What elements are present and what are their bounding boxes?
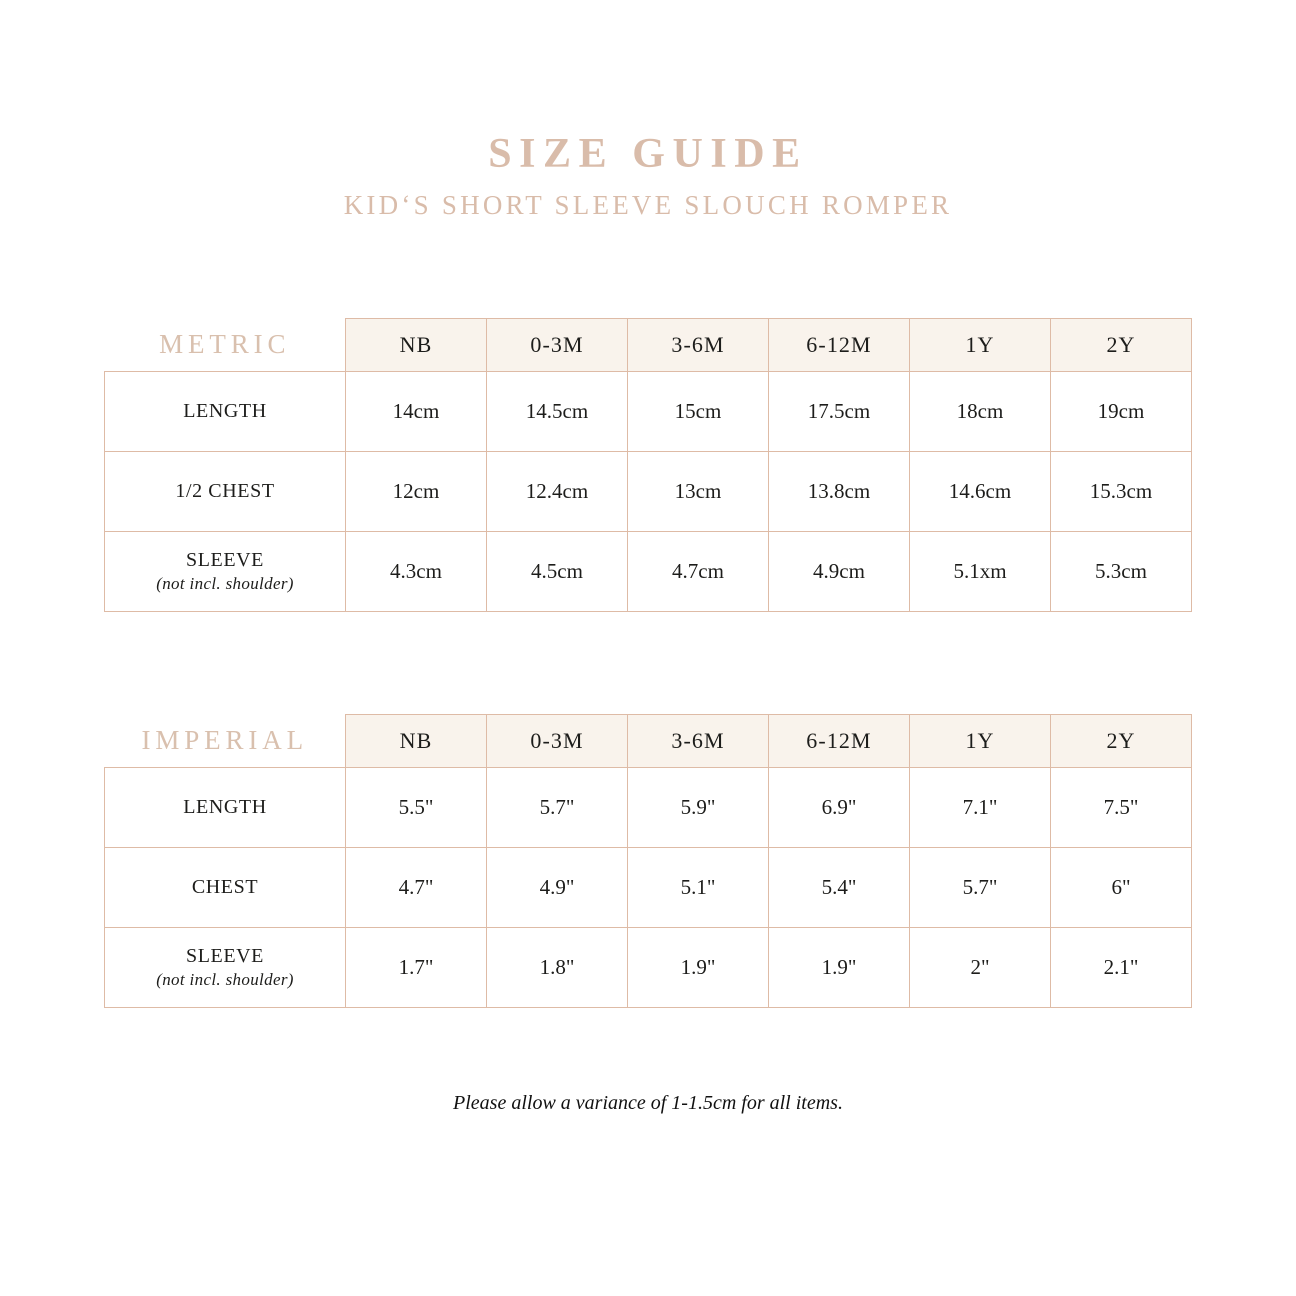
- cell-value: 14.5cm: [486, 371, 628, 452]
- cell-value: 5.4": [768, 847, 910, 928]
- cell-value: 1.7": [345, 927, 487, 1008]
- cell-value: 1.8": [486, 927, 628, 1008]
- cell-value: 5.1xm: [909, 531, 1051, 612]
- cell-value: 13.8cm: [768, 451, 910, 532]
- imperial-table-label: IMPERIAL: [141, 725, 308, 756]
- cell-value: 2": [909, 927, 1051, 1008]
- column-header-6-12m: 6-12M: [768, 318, 910, 372]
- metric-table-title-cell: METRIC: [105, 319, 346, 372]
- table-row-sleeve: SLEEVE (not incl. shoulder) 1.7" 1.8" 1.…: [104, 927, 1192, 1008]
- page-title: SIZE GUIDE: [488, 131, 808, 177]
- cell-value: 6.9": [768, 767, 910, 848]
- column-header-2y: 2Y: [1050, 318, 1192, 372]
- metric-table-label: METRIC: [159, 329, 291, 360]
- row-label-half-chest: 1/2 CHEST: [104, 451, 346, 532]
- cell-value: 6": [1050, 847, 1192, 928]
- cell-value: 14.6cm: [909, 451, 1051, 532]
- imperial-table-title-cell: IMPERIAL: [105, 715, 346, 768]
- variance-note: Please allow a variance of 1-1.5cm for a…: [453, 1092, 843, 1114]
- cell-value: 4.3cm: [345, 531, 487, 612]
- column-header-6-12m: 6-12M: [768, 714, 910, 768]
- row-label-length: LENGTH: [104, 371, 346, 452]
- cell-value: 4.9": [486, 847, 628, 928]
- cell-value: 5.7": [909, 847, 1051, 928]
- table-row-sleeve: SLEEVE (not incl. shoulder) 4.3cm 4.5cm …: [104, 531, 1192, 612]
- cell-value: 14cm: [345, 371, 487, 452]
- cell-value: 12.4cm: [486, 451, 628, 532]
- cell-value: 5.5": [345, 767, 487, 848]
- cell-value: 15cm: [627, 371, 769, 452]
- cell-value: 5.3cm: [1050, 531, 1192, 612]
- cell-value: 5.9": [627, 767, 769, 848]
- size-guide-page: SIZE GUIDE KID‘S SHORT SLEEVE SLOUCH ROM…: [104, 131, 1192, 1114]
- row-label-chest: CHEST: [104, 847, 346, 928]
- page-subtitle: KID‘S SHORT SLEEVE SLOUCH ROMPER: [343, 190, 953, 220]
- row-label-text: LENGTH: [183, 400, 267, 422]
- column-header-nb: NB: [345, 714, 487, 768]
- cell-value: 7.1": [909, 767, 1051, 848]
- column-header-1y: 1Y: [909, 318, 1051, 372]
- cell-value: 7.5": [1050, 767, 1192, 848]
- column-header-nb: NB: [345, 318, 487, 372]
- row-sublabel-text: (not incl. shoulder): [156, 970, 294, 989]
- column-header-0-3m: 0-3M: [486, 714, 628, 768]
- row-label-text: CHEST: [191, 876, 259, 898]
- row-label-length: LENGTH: [104, 767, 346, 848]
- column-header-3-6m: 3-6M: [627, 714, 769, 768]
- cell-value: 5.1": [627, 847, 769, 928]
- metric-header-row: METRIC NB 0-3M 3-6M 6-12M 1Y 2Y: [105, 318, 1192, 372]
- imperial-header-row: IMPERIAL NB 0-3M 3-6M 6-12M 1Y 2Y: [105, 714, 1192, 768]
- table-row-length: LENGTH 5.5" 5.7" 5.9" 6.9" 7.1" 7.5": [104, 767, 1192, 848]
- table-row-half-chest: 1/2 CHEST 12cm 12.4cm 13cm 13.8cm 14.6cm…: [104, 451, 1192, 532]
- row-label-text: SLEEVE: [185, 945, 265, 967]
- row-label-sleeve: SLEEVE (not incl. shoulder): [104, 531, 346, 612]
- cell-value: 4.9cm: [768, 531, 910, 612]
- cell-value: 5.7": [486, 767, 628, 848]
- cell-value: 17.5cm: [768, 371, 910, 452]
- column-header-3-6m: 3-6M: [627, 318, 769, 372]
- row-label-text: 1/2 CHEST: [175, 480, 275, 502]
- cell-value: 1.9": [768, 927, 910, 1008]
- table-row-chest: CHEST 4.7" 4.9" 5.1" 5.4" 5.7" 6": [104, 847, 1192, 928]
- row-label-text: LENGTH: [183, 796, 267, 818]
- column-header-2y: 2Y: [1050, 714, 1192, 768]
- cell-value: 4.7cm: [627, 531, 769, 612]
- cell-value: 4.7": [345, 847, 487, 928]
- cell-value: 15.3cm: [1050, 451, 1192, 532]
- cell-value: 1.9": [627, 927, 769, 1008]
- column-header-0-3m: 0-3M: [486, 318, 628, 372]
- metric-size-table: METRIC NB 0-3M 3-6M 6-12M 1Y 2Y LENGTH 1…: [104, 318, 1192, 612]
- imperial-size-table: IMPERIAL NB 0-3M 3-6M 6-12M 1Y 2Y LENGTH…: [104, 714, 1192, 1008]
- cell-value: 19cm: [1050, 371, 1192, 452]
- row-label-text: SLEEVE: [185, 549, 265, 571]
- cell-value: 4.5cm: [486, 531, 628, 612]
- row-label-sleeve: SLEEVE (not incl. shoulder): [104, 927, 346, 1008]
- cell-value: 18cm: [909, 371, 1051, 452]
- table-row-length: LENGTH 14cm 14.5cm 15cm 17.5cm 18cm 19cm: [104, 371, 1192, 452]
- column-header-1y: 1Y: [909, 714, 1051, 768]
- row-sublabel-text: (not incl. shoulder): [156, 574, 294, 593]
- cell-value: 13cm: [627, 451, 769, 532]
- cell-value: 12cm: [345, 451, 487, 532]
- cell-value: 2.1": [1050, 927, 1192, 1008]
